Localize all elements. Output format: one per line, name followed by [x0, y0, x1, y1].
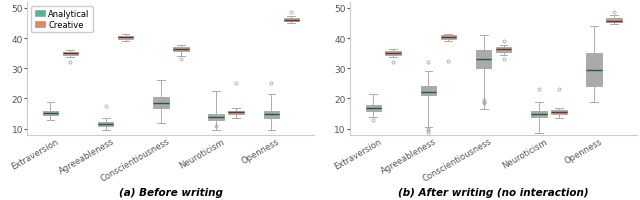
PathPatch shape: [63, 52, 78, 55]
PathPatch shape: [496, 48, 511, 52]
PathPatch shape: [228, 111, 244, 115]
PathPatch shape: [420, 87, 436, 96]
PathPatch shape: [385, 51, 401, 55]
PathPatch shape: [551, 110, 566, 115]
PathPatch shape: [476, 51, 492, 69]
PathPatch shape: [606, 19, 621, 23]
PathPatch shape: [440, 36, 456, 39]
PathPatch shape: [365, 105, 381, 111]
Legend: Analytical, Creative: Analytical, Creative: [31, 7, 93, 33]
PathPatch shape: [284, 19, 299, 22]
PathPatch shape: [531, 111, 547, 117]
PathPatch shape: [173, 48, 189, 51]
PathPatch shape: [43, 111, 58, 116]
PathPatch shape: [153, 97, 169, 108]
X-axis label: (b) After writing (no interaction): (b) After writing (no interaction): [398, 187, 589, 197]
PathPatch shape: [118, 36, 133, 39]
PathPatch shape: [98, 122, 113, 127]
PathPatch shape: [264, 111, 279, 119]
PathPatch shape: [209, 114, 224, 120]
X-axis label: (a) Before writing: (a) Before writing: [119, 187, 223, 197]
PathPatch shape: [586, 54, 602, 87]
